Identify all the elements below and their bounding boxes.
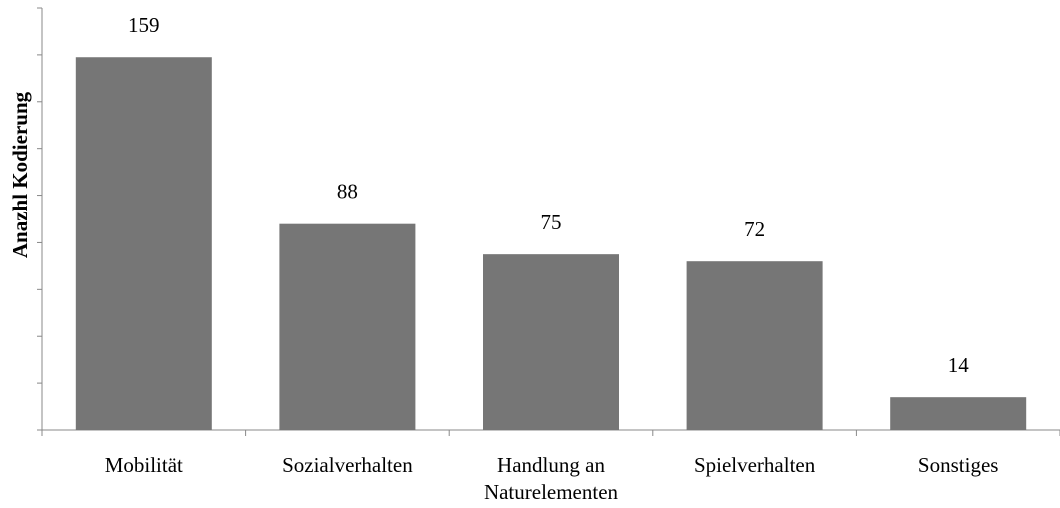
data-label: 159 (128, 13, 160, 37)
data-label: 75 (541, 210, 562, 234)
data-label: 88 (337, 180, 358, 204)
x-tick-label: Sozialverhalten (282, 453, 413, 477)
x-tick-label: Mobilität (104, 453, 183, 477)
bar (890, 397, 1027, 430)
data-label: 72 (744, 217, 765, 241)
y-axis-label: Anazhl Kodierung (8, 91, 32, 258)
bar (483, 254, 619, 430)
x-tick-label: Handlung an Naturelementen (483, 453, 619, 504)
bar (75, 57, 212, 430)
data-label: 14 (948, 353, 970, 377)
bar (686, 261, 823, 430)
x-tick-label: Sonstiges (917, 453, 999, 477)
bar (279, 223, 416, 430)
x-tick-label: Spielverhalten (693, 453, 816, 477)
